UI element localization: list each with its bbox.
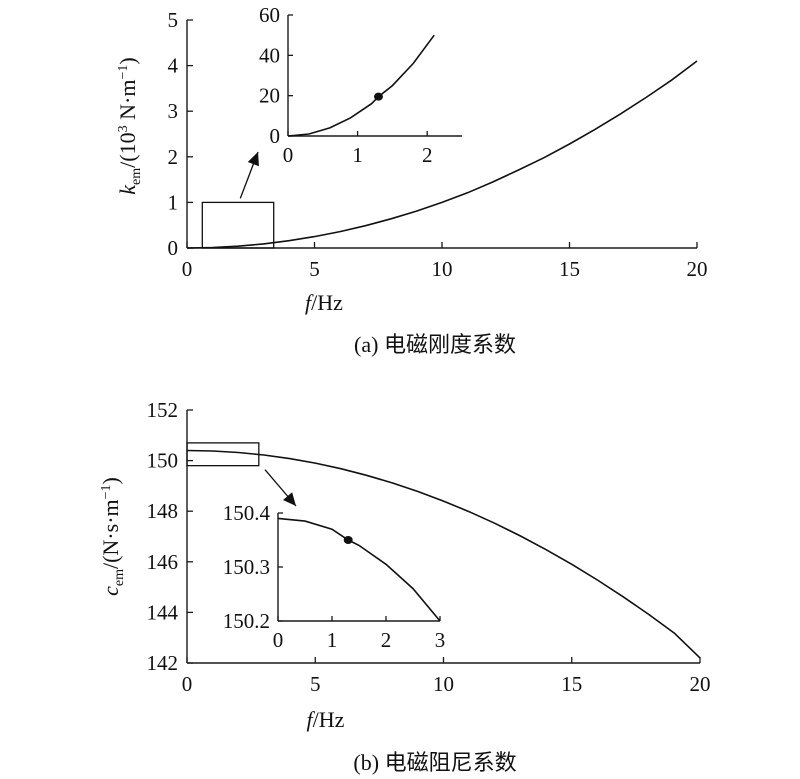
x-tick-label: 20 (690, 672, 711, 696)
inset-x-tick-label: 1 (327, 628, 338, 652)
inset-x-tick-label: 2 (381, 628, 392, 652)
x-tick-label: 5 (309, 257, 320, 281)
inset-series-line (277, 517, 441, 622)
y-tick-label: 152 (147, 398, 179, 422)
x-tick-label: 20 (687, 257, 708, 281)
x-axis-label: f/Hz (307, 707, 345, 732)
y-tick-label: 146 (147, 550, 179, 574)
y-tick-label: 142 (147, 651, 179, 675)
y-tick-label: 5 (168, 8, 179, 32)
figure-caption: (a) 电磁刚度系数 (354, 332, 516, 357)
x-tick-label: 10 (433, 672, 454, 696)
x-tick-label: 0 (182, 672, 193, 696)
inset-x-tick-label: 2 (422, 143, 433, 167)
inset: 0 1 2 3 150.2 150.3 150.4 (223, 501, 446, 652)
inset-y-tick-label: 150.4 (223, 501, 271, 525)
inset-series-line (287, 34, 435, 137)
series-line (186, 449, 701, 659)
series-line (186, 60, 698, 249)
inset-x-tick-label: 0 (273, 628, 284, 652)
inset-y-tick-label: 150.2 (223, 609, 270, 633)
inset-x-tick-label: 3 (435, 628, 446, 652)
inset-marker (373, 92, 383, 101)
inset-x-tick-label: 0 (283, 143, 294, 167)
inset-y-tick-label: 150.3 (223, 555, 270, 579)
inset-y-tick-label: 60 (259, 3, 280, 27)
y-tick-label: 1 (168, 190, 179, 214)
inset-y-tick-label: 0 (270, 124, 281, 148)
x-tick-label: 15 (561, 672, 582, 696)
y-axis-label: kem/(103 N·m−1) (115, 57, 144, 194)
zoom-arrow-head (282, 492, 296, 506)
inset-y-tick-label: 40 (259, 43, 280, 67)
x-tick-label: 5 (310, 672, 321, 696)
x-tick-label: 15 (559, 257, 580, 281)
y-tick-label: 2 (168, 145, 179, 169)
x-tick-label: 10 (432, 257, 453, 281)
y-tick-label: 3 (168, 99, 179, 123)
inset-marker (343, 536, 353, 544)
zoom-box (201, 201, 275, 249)
x-tick-label: 0 (182, 257, 193, 281)
y-axis-label: cem/(N·s·m−1) (98, 477, 127, 596)
y-tick-label: 148 (147, 499, 179, 523)
zoom-box (186, 442, 260, 467)
inset-y-tick-label: 20 (259, 84, 280, 108)
x-axis-label: f/Hz (305, 290, 343, 315)
figure-caption: (b) 电磁阻尼系数 (353, 750, 516, 775)
y-tick-label: 150 (147, 449, 179, 473)
inset-x-tick-label: 1 (352, 143, 363, 167)
y-tick-label: 0 (168, 236, 179, 260)
zoom-arrow-head (247, 152, 259, 167)
y-tick-label: 144 (147, 600, 179, 624)
y-tick-label: 4 (168, 54, 179, 78)
